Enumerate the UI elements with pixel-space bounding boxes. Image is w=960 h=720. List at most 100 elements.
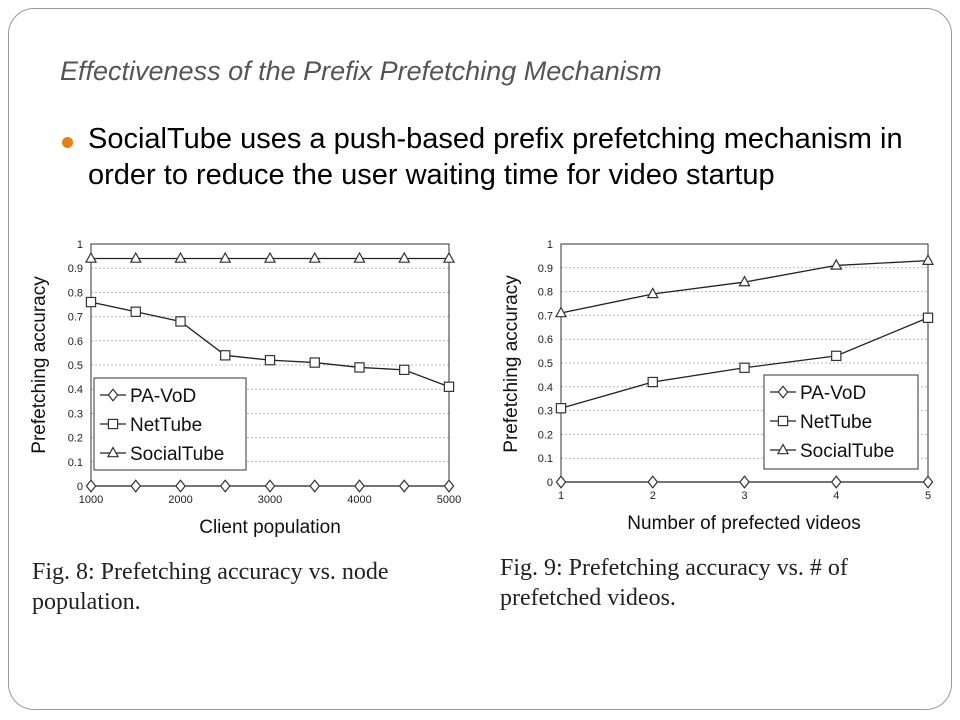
y-tick-label: 1 [77, 239, 83, 251]
data-point [442, 251, 456, 263]
x-tick-label: 2000 [168, 494, 192, 506]
bullet-text: SocialTube uses a push-based prefix pref… [88, 123, 903, 191]
data-point [175, 479, 186, 493]
y-tick-label: 1 [547, 239, 553, 251]
data-point [830, 258, 843, 270]
y-tick-label: 0.1 [538, 453, 553, 465]
x-axis-title: Client population [199, 517, 341, 538]
y-tick-label: 0.5 [538, 358, 553, 370]
legend-marker [777, 415, 789, 427]
legend-label: PA-VoD [800, 383, 866, 404]
data-point [354, 479, 365, 493]
series-line [560, 260, 929, 314]
data-point [354, 362, 365, 373]
data-point [309, 479, 321, 493]
legend-label: NetTube [130, 415, 202, 436]
y-tick-label: 0.9 [68, 263, 83, 275]
legend: PA-VoD NetTube SocialTube [93, 377, 247, 471]
data-point [220, 350, 231, 361]
x-tick-label: 3000 [258, 494, 282, 506]
legend-label: PA-VoD [130, 386, 196, 407]
data-point [399, 364, 410, 376]
legend-marker [107, 418, 119, 430]
chart-population-svg: 0 0.1 0.2 0.3 0.4 0.5 0.6 0.7 0.8 0.9 1 1000 2000 300… [29, 239, 461, 538]
data-point [921, 253, 935, 265]
chart-prefetched-videos: 0 0.1 0.2 0.3 0.4 0.5 0.6 0.7 0.8 0.9 1 1 2 3 4 5 Number… [492, 228, 942, 542]
y-tick-label: 0.6 [538, 334, 553, 346]
data-point [555, 403, 567, 414]
y-tick-label: 0.4 [68, 384, 83, 396]
data-point [219, 479, 231, 493]
y-tick-label: 0.8 [68, 287, 83, 299]
x-tick-label: 2 [650, 490, 656, 502]
x-tick-label: 4000 [347, 494, 371, 506]
y-tick-label: 0.4 [538, 382, 553, 394]
data-point [443, 381, 455, 392]
data-point [309, 357, 320, 368]
legend-marker [106, 446, 120, 458]
y-tick-label: 0.3 [68, 408, 83, 420]
data-point [738, 275, 751, 287]
y-tick-label: 0.7 [538, 310, 553, 322]
series-socialtube [84, 251, 456, 263]
data-point [831, 350, 842, 362]
chart-population: 0 0.1 0.2 0.3 0.4 0.5 0.6 0.7 0.8 0.9 1 1000 2000 300… [24, 229, 476, 543]
y-tick-label: 0.7 [68, 312, 83, 324]
legend-label: SocialTube [800, 441, 894, 462]
legend-marker [776, 443, 790, 455]
data-point [554, 306, 568, 318]
data-point [739, 475, 750, 489]
y-tick-label: 0 [547, 477, 553, 489]
series-pa-vod [555, 475, 934, 489]
legend-label: SocialTube [130, 444, 224, 465]
data-point [264, 479, 276, 493]
data-point [922, 312, 934, 323]
x-tick-label: 5000 [437, 494, 461, 506]
data-point [175, 316, 186, 327]
series-line [90, 301, 450, 388]
series-socialtube [554, 253, 935, 318]
data-point [922, 475, 934, 489]
data-point [84, 251, 98, 263]
x-tick-label: 1000 [79, 494, 103, 506]
data-point [443, 479, 455, 493]
y-tick-label: 0.8 [538, 287, 553, 299]
y-tick-label: 0 [77, 481, 83, 493]
data-point [85, 296, 97, 308]
y-tick-label: 0.2 [538, 429, 553, 441]
slide-title: Effectiveness of the Prefix Prefetching … [60, 56, 662, 86]
y-tick-label: 0.1 [68, 457, 83, 469]
y-axis-title: Prefetching accuracy [501, 275, 522, 453]
legend-box [763, 374, 919, 470]
data-point [308, 251, 321, 263]
data-point [85, 479, 97, 493]
y-tick-label: 0.9 [538, 263, 553, 275]
data-point [129, 251, 142, 263]
data-point [219, 251, 232, 263]
chart-prefetched-videos-svg: 0 0.1 0.2 0.3 0.4 0.5 0.6 0.7 0.8 0.9 1 1 2 3 4 5 Number… [501, 239, 935, 534]
data-point [739, 362, 750, 373]
data-point [174, 251, 187, 263]
y-tick-label: 0.3 [538, 406, 553, 418]
data-point [398, 251, 411, 263]
figure-caption-population: Fig. 8: Prefetching accuracy vs. node po… [32, 559, 389, 615]
x-tick-label: 4 [833, 490, 839, 502]
x-axis-title: Number of prefected videos [627, 513, 860, 534]
data-point [353, 251, 366, 263]
y-tick-label: 0.2 [68, 433, 83, 445]
legend: PA-VoD NetTube SocialTube [763, 374, 919, 470]
legend-box [93, 377, 247, 471]
bullet-dot-icon [62, 137, 73, 148]
figure-caption-prefetched: Fig. 9: Prefetching accuracy vs. # of pr… [500, 555, 848, 611]
legend-marker [777, 385, 789, 399]
data-point [647, 376, 658, 388]
series-nettube [555, 312, 934, 414]
data-point [264, 354, 276, 366]
x-tick-label: 3 [741, 490, 747, 502]
data-point [830, 475, 842, 489]
data-point [646, 287, 659, 299]
y-tick-label: 0.6 [68, 336, 83, 348]
y-axis-title: Prefetching accuracy [29, 276, 50, 454]
legend-label: NetTube [800, 412, 872, 433]
data-point [130, 306, 141, 317]
